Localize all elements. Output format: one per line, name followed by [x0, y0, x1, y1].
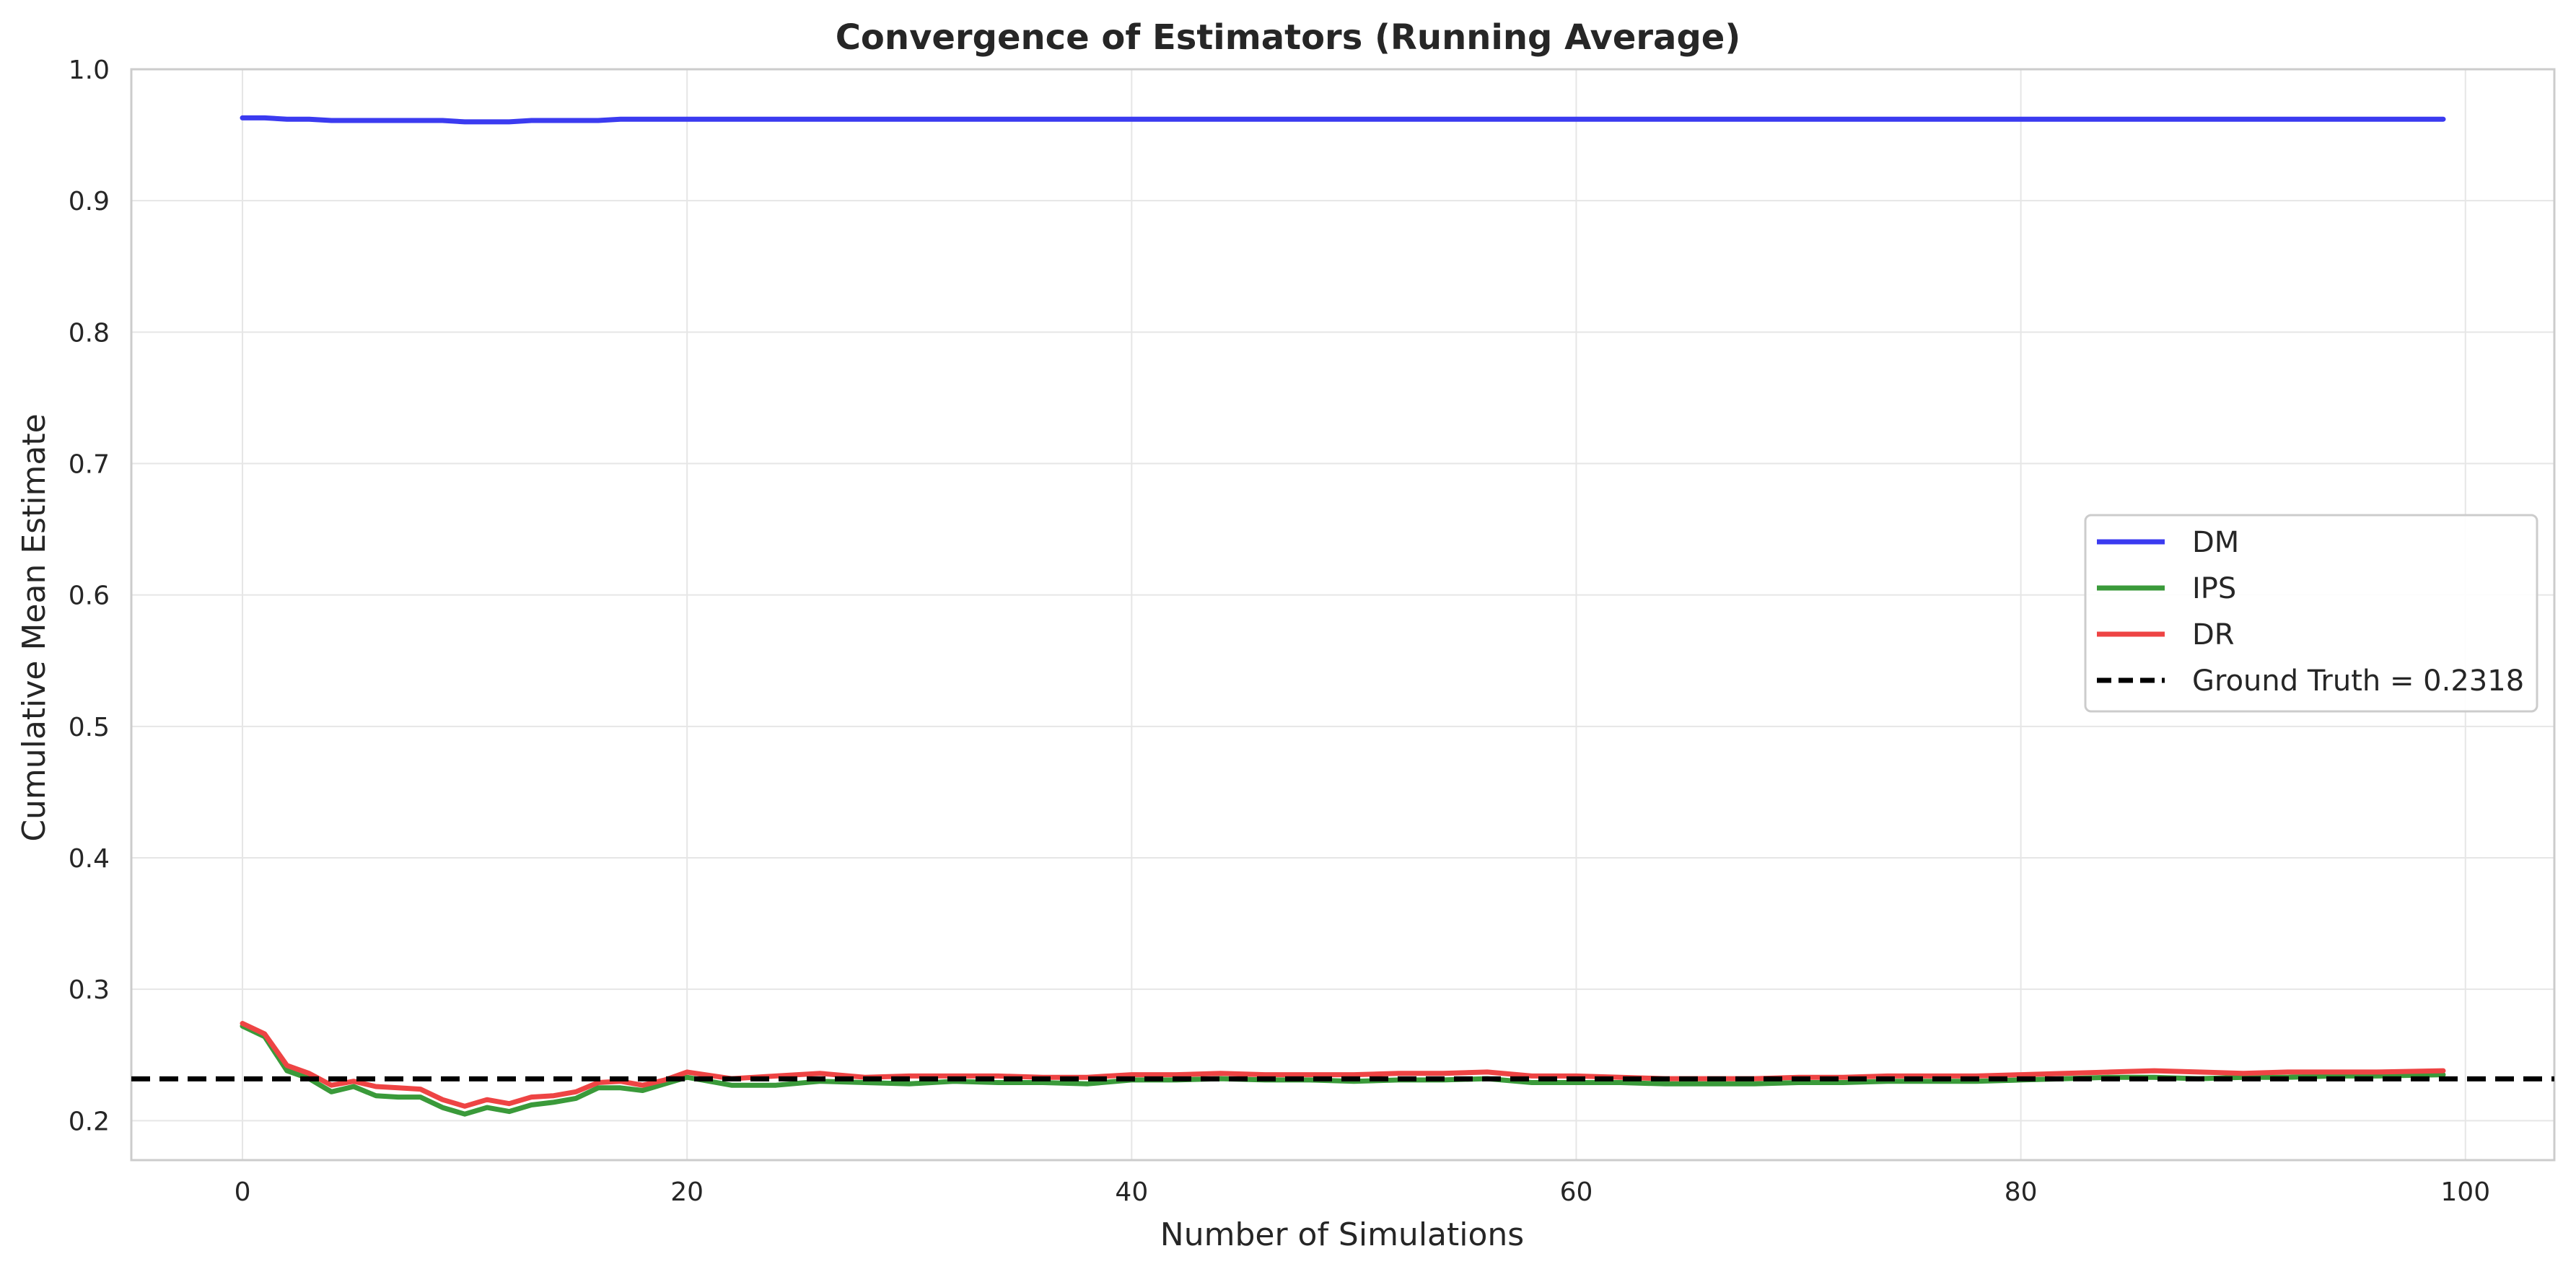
y-tick-label: 0.7 [69, 450, 110, 480]
tick-layer: 0 20 40 60 80 100 0.2 0.3 0.4 0.5 0.6 0.7 0.8 0.9 1.0 [69, 56, 2490, 1207]
series-line-ips [240, 1023, 2446, 1117]
chart-title: Convergence of Estimators (Running Avera… [836, 17, 1741, 58]
series-layer [131, 115, 2554, 1117]
legend-box [2084, 514, 2538, 713]
y-tick-label: 1.0 [69, 56, 110, 85]
y-tick-label: 0.4 [69, 844, 110, 874]
y-tick-label: 0.2 [69, 1107, 110, 1136]
x-tick-label: 20 [670, 1177, 704, 1207]
y-tick-label: 0.3 [69, 975, 110, 1005]
legend: DM IPS DR Ground Truth = 0.2318 [2084, 514, 2538, 713]
y-tick-label: 0.5 [69, 713, 110, 742]
y-tick-label: 0.8 [69, 318, 110, 348]
series-line-dr [240, 1021, 2446, 1109]
x-tick-label: 80 [2005, 1177, 2038, 1207]
x-axis-label: Number of Simulations [1160, 1216, 1524, 1253]
x-tick-label: 40 [1115, 1177, 1148, 1207]
x-tick-label: 0 [235, 1177, 251, 1207]
y-tick-label: 0.9 [69, 187, 110, 216]
x-tick-label: 60 [1560, 1177, 1593, 1207]
y-axis-label: Cumulative Mean Estimate [16, 413, 53, 841]
legend-label: DM [2192, 526, 2239, 559]
legend-label: IPS [2192, 572, 2236, 605]
plot-frame [130, 68, 2556, 1162]
legend-label: DR [2192, 618, 2235, 651]
y-tick-label: 0.6 [69, 582, 110, 611]
legend-label: Ground Truth = 0.2318 [2192, 664, 2524, 698]
x-tick-label: 100 [2440, 1177, 2490, 1207]
series-line-dm [240, 115, 2446, 125]
